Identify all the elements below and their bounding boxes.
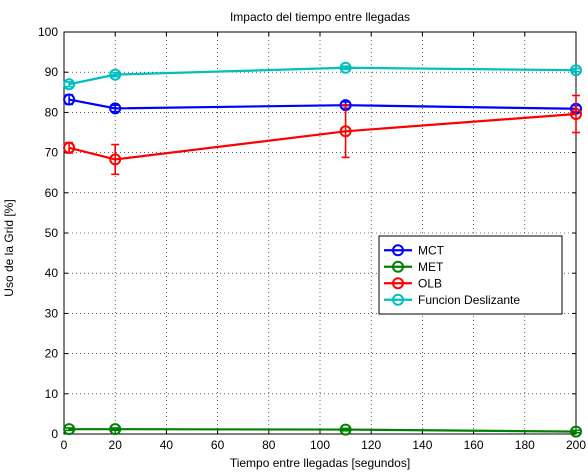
grid-lines bbox=[64, 32, 576, 434]
y-axis-label: Uso de la Grid [%] bbox=[2, 199, 16, 296]
series-line bbox=[68, 112, 577, 161]
series-met bbox=[63, 423, 582, 438]
data-point bbox=[109, 423, 122, 436]
data-point bbox=[109, 68, 122, 81]
x-tick-label: 140 bbox=[412, 438, 432, 452]
y-tick-label: 80 bbox=[45, 105, 59, 119]
data-point bbox=[339, 423, 352, 436]
legend-item-olb: OLB bbox=[384, 276, 442, 290]
series-layer bbox=[63, 61, 582, 438]
data-point bbox=[570, 425, 582, 438]
x-tick-label: 160 bbox=[464, 438, 484, 452]
series-line bbox=[69, 428, 577, 433]
legend-label: OLB bbox=[418, 276, 442, 290]
y-tick-label: 90 bbox=[45, 65, 59, 79]
axis-ticks: 0 20 40 60 80 100 120 140 160 180 200 0 10 20 30 40 50 60… bbox=[38, 25, 586, 452]
series-line bbox=[68, 98, 577, 110]
x-tick-label: 100 bbox=[310, 438, 330, 452]
legend-swatch-marker bbox=[392, 277, 404, 290]
y-tick-label: 0 bbox=[51, 427, 58, 441]
legend-item-met: MET bbox=[384, 260, 444, 274]
legend: MCT MET OLB Funcion Deslizante bbox=[378, 235, 563, 315]
legend-label: MCT bbox=[418, 243, 445, 257]
x-axis-label: Tiempo entre llegadas [segundos] bbox=[230, 456, 410, 470]
series-line bbox=[68, 66, 577, 86]
x-tick-label: 200 bbox=[566, 438, 586, 452]
y-tick-label: 50 bbox=[45, 226, 59, 240]
data-point bbox=[109, 102, 122, 115]
chart-title: Impacto del tiempo entre llegadas bbox=[230, 10, 410, 24]
legend-box bbox=[378, 235, 563, 315]
data-point bbox=[339, 61, 352, 74]
series-olb bbox=[63, 94, 582, 176]
legend-label: Funcion Deslizante bbox=[418, 293, 520, 307]
legend-swatch-marker bbox=[392, 293, 404, 306]
legend-swatch-marker bbox=[392, 260, 404, 273]
x-tick-label: 60 bbox=[211, 438, 225, 452]
y-tick-label: 100 bbox=[38, 25, 58, 39]
x-tick-label: 0 bbox=[61, 438, 68, 452]
data-point bbox=[109, 153, 122, 166]
x-tick-label: 80 bbox=[262, 438, 276, 452]
data-point bbox=[63, 141, 76, 154]
legend-swatch-marker bbox=[392, 244, 404, 257]
data-point bbox=[570, 64, 582, 77]
data-point bbox=[570, 108, 582, 121]
legend-item-mct: MCT bbox=[384, 243, 445, 257]
data-point bbox=[63, 93, 76, 106]
legend-item-funcion-deslizante: Funcion Deslizante bbox=[384, 293, 520, 307]
data-point bbox=[63, 423, 76, 436]
x-tick-label: 180 bbox=[515, 438, 535, 452]
y-tick-label: 10 bbox=[45, 387, 59, 401]
data-point bbox=[63, 78, 76, 91]
y-tick-label: 30 bbox=[45, 306, 59, 320]
legend-label: MET bbox=[418, 260, 444, 274]
x-tick-label: 120 bbox=[361, 438, 381, 452]
x-tick-label: 40 bbox=[160, 438, 174, 452]
x-tick-label: 20 bbox=[109, 438, 123, 452]
y-tick-label: 60 bbox=[45, 186, 59, 200]
y-tick-label: 40 bbox=[45, 266, 59, 280]
data-point bbox=[339, 125, 352, 138]
y-tick-label: 20 bbox=[45, 347, 59, 361]
y-tick-label: 70 bbox=[45, 146, 59, 160]
series-funcion-deslizante bbox=[63, 61, 582, 91]
